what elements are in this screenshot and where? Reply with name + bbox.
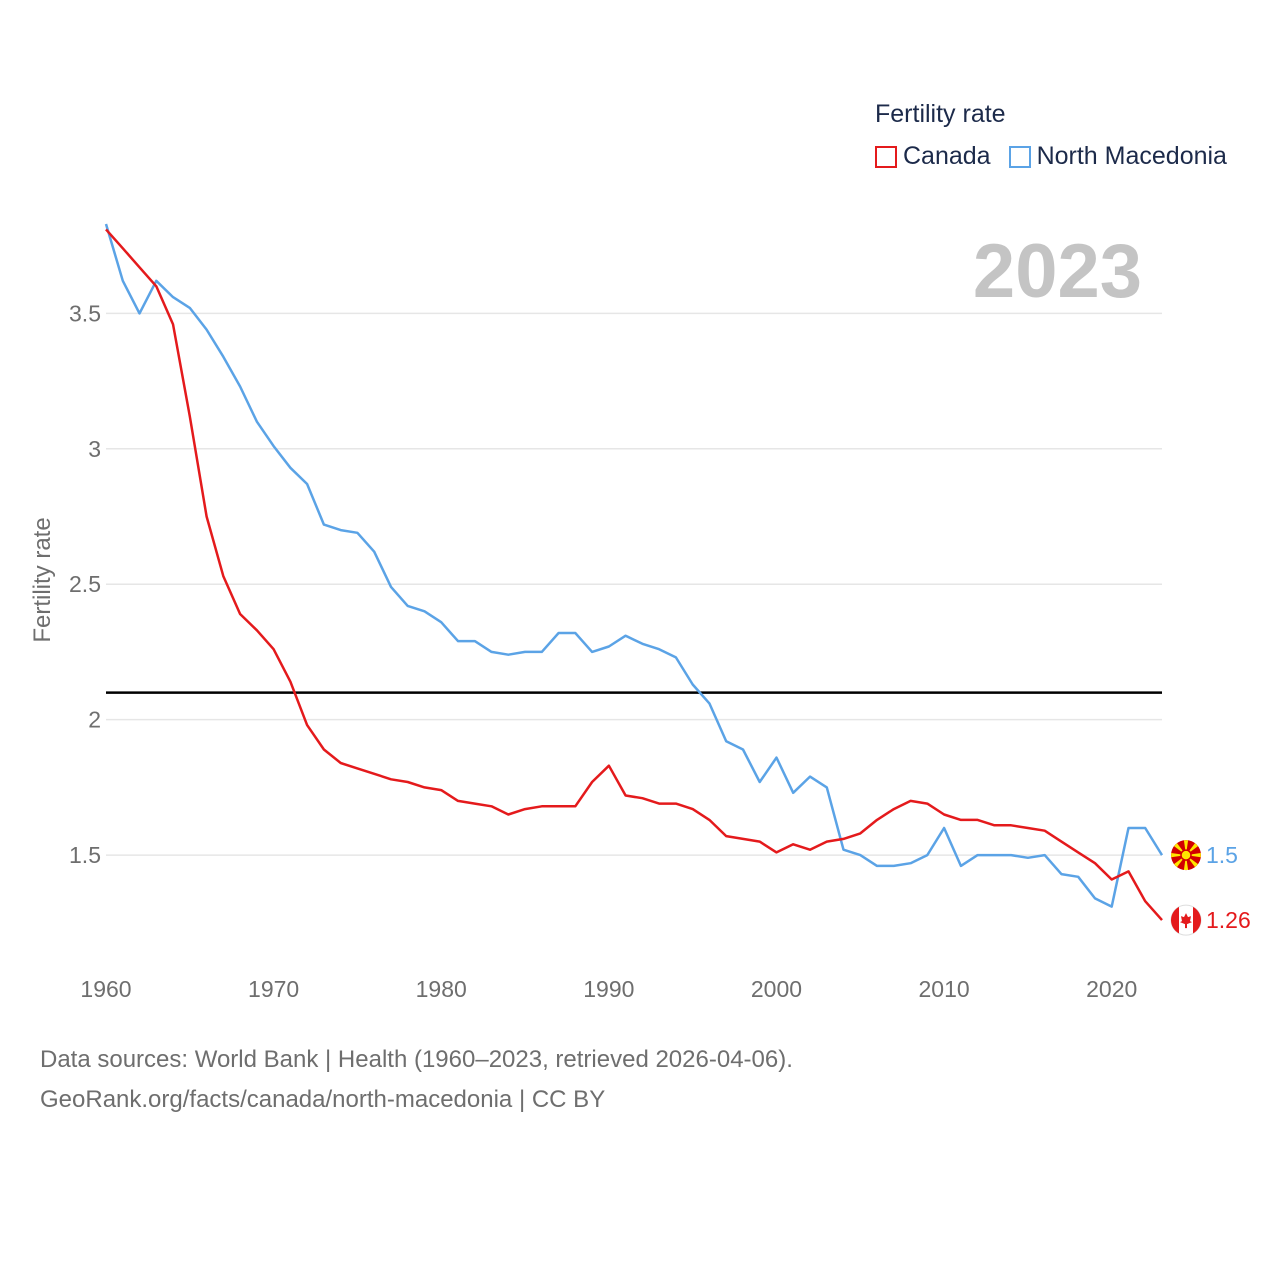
gridlines [106, 312, 1162, 856]
maple-leaf-icon [1180, 913, 1192, 929]
y-tick-label: 2.5 [69, 571, 101, 597]
x-axis-ticks: 1960 1970 1980 1990 2000 2010 2020 [80, 976, 1137, 1002]
sun-ray [1186, 853, 1201, 858]
x-tick-label: 2020 [1086, 976, 1137, 1002]
series-end-markers: 1.26 1.5 [1170, 840, 1251, 936]
legend-label-canada: Canada [903, 142, 991, 170]
legend-swatch-canada [875, 145, 897, 168]
end-marker-north-macedonia: 1.5 [1171, 840, 1238, 871]
x-tick-label: 1980 [416, 976, 467, 1002]
x-tick-label: 1960 [80, 976, 131, 1002]
end-value-label-canada: 1.26 [1206, 907, 1251, 933]
series-line-canada [105, 228, 1163, 921]
current-year-display: 2023 [972, 229, 1142, 314]
legend-title: Fertility rate [875, 100, 1006, 128]
y-tick-label: 1.5 [69, 842, 101, 868]
sun-ray [1183, 840, 1189, 856]
sun-ray [1183, 855, 1189, 870]
canada-flag-right-band [1193, 906, 1201, 934]
data-source-note: Data sources: World Bank | Health (1960–… [40, 1046, 793, 1073]
end-marker-canada: 1.26 [1170, 904, 1251, 936]
sun-disc [1180, 849, 1192, 861]
series-lines [104, 223, 1164, 921]
x-tick-label: 1970 [248, 976, 299, 1002]
y-axis-ticks: 1.5 2 2.5 3 3.5 [69, 300, 101, 868]
x-tick-label: 2010 [919, 976, 970, 1002]
legend-item-north-macedonia[interactable]: North Macedonia [1008, 142, 1227, 171]
legend-label-north-macedonia: North Macedonia [1036, 142, 1227, 170]
source-url-license: GeoRank.org/facts/canada/north-macedonia… [40, 1086, 606, 1113]
y-tick-label: 3.5 [69, 300, 101, 326]
legend-item-canada[interactable]: Canada [875, 142, 991, 171]
end-value-label-north-macedonia: 1.5 [1206, 842, 1238, 868]
sun-ray [1171, 853, 1186, 858]
y-axis-label: Fertility rate [29, 517, 56, 642]
x-tick-label: 1990 [583, 976, 634, 1002]
y-tick-label: 2 [88, 707, 101, 733]
legend-swatch-north-macedonia [1008, 145, 1031, 168]
x-tick-label: 2000 [751, 976, 802, 1002]
series-line-north-macedonia [104, 223, 1164, 908]
y-tick-label: 3 [88, 436, 101, 462]
legend: Canada North Macedonia [875, 142, 1245, 171]
canada-flag-left-band [1171, 906, 1179, 934]
